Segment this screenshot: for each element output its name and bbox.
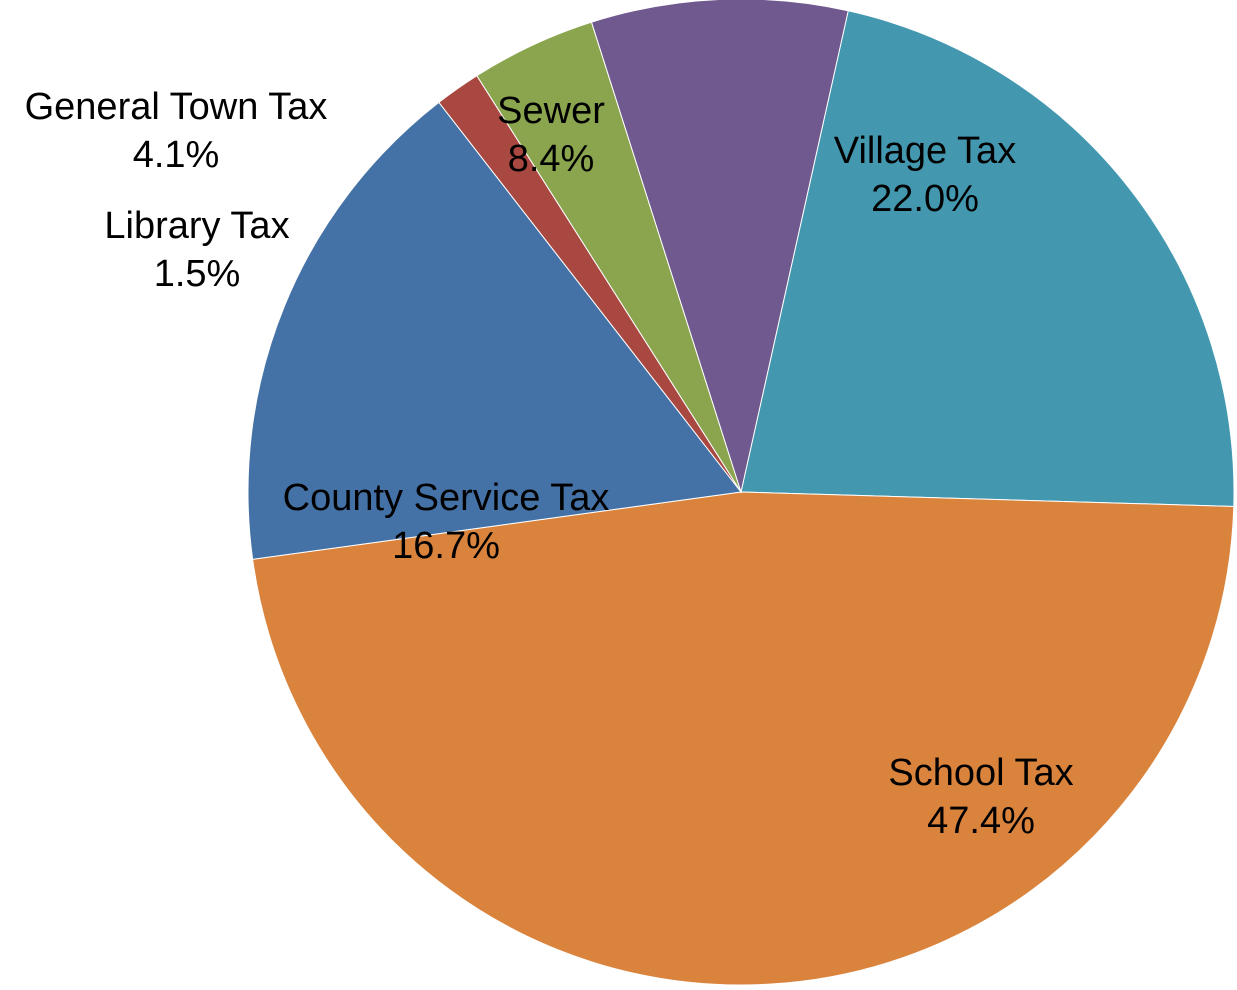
slice-label-county-service-tax: County Service Tax 16.7% [283,477,610,567]
slice-label-village-tax: Village Tax 22.0% [834,130,1016,220]
slice-label-name: Library Tax [104,205,289,247]
slice-label-name: Sewer [497,90,605,132]
slice-label-library-tax: Library Tax 1.5% [104,205,289,295]
slice-label-name: General Town Tax [25,86,328,128]
slice-label-sewer: Sewer 8.4% [497,90,605,180]
slice-label-school-tax: School Tax 47.4% [888,752,1073,842]
slice-label-name: Village Tax [834,130,1016,172]
slice-label-name: School Tax [888,752,1073,794]
slice-label-value: 1.5% [154,253,241,295]
pie-slices [247,0,1235,986]
slice-label-value: 47.4% [927,800,1035,842]
pie-slice-school-tax [252,491,1235,986]
slice-label-value: 8.4% [508,138,595,180]
pie-labels: Village Tax 22.0% School Tax 47.4% County Se… [25,86,1074,842]
slice-label-value: 16.7% [392,525,500,567]
pie-slice-county-service-tax [247,101,742,560]
slice-label-value: 4.1% [133,134,220,176]
pie-slice-village-tax [740,10,1235,507]
slice-label-general-town-tax: General Town Tax 4.1% [25,86,328,176]
pie-slice-sewer [590,0,849,494]
slice-label-value: 22.0% [871,178,979,220]
slice-label-name: County Service Tax [283,477,610,519]
